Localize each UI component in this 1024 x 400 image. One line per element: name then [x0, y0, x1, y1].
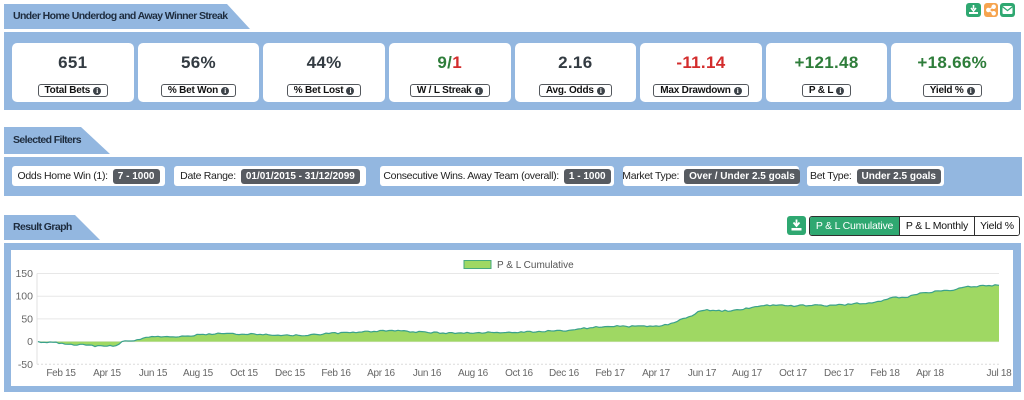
svg-text:P & L Cumulative: P & L Cumulative	[497, 260, 574, 271]
svg-text:Feb 17: Feb 17	[595, 368, 625, 379]
svg-text:Oct 17: Oct 17	[779, 368, 807, 379]
svg-text:Aug 15: Aug 15	[183, 368, 214, 379]
svg-text:Jun 15: Jun 15	[139, 368, 168, 379]
svg-text:Jul 18: Jul 18	[987, 368, 1013, 379]
svg-text:Dec 17: Dec 17	[824, 368, 855, 379]
svg-text:100: 100	[15, 291, 33, 303]
svg-text:Jun 17: Jun 17	[688, 368, 717, 379]
svg-text:-50: -50	[18, 359, 33, 371]
svg-text:Oct 15: Oct 15	[230, 368, 258, 379]
svg-text:Feb 18: Feb 18	[870, 368, 900, 379]
svg-text:Oct 16: Oct 16	[505, 368, 533, 379]
svg-text:Jun 16: Jun 16	[413, 368, 442, 379]
svg-text:50: 50	[21, 313, 33, 325]
svg-text:Apr 17: Apr 17	[642, 368, 670, 379]
svg-text:Apr 16: Apr 16	[367, 368, 395, 379]
svg-text:Aug 17: Aug 17	[732, 368, 763, 379]
svg-text:Aug 16: Aug 16	[458, 368, 489, 379]
svg-text:Apr 18: Apr 18	[916, 368, 944, 379]
svg-text:Apr 15: Apr 15	[93, 368, 121, 379]
svg-text:Dec 16: Dec 16	[549, 368, 580, 379]
svg-text:Feb 15: Feb 15	[46, 368, 76, 379]
svg-text:150: 150	[15, 268, 33, 280]
svg-text:Dec 15: Dec 15	[275, 368, 306, 379]
svg-text:0: 0	[27, 336, 33, 348]
svg-text:Feb 16: Feb 16	[321, 368, 351, 379]
